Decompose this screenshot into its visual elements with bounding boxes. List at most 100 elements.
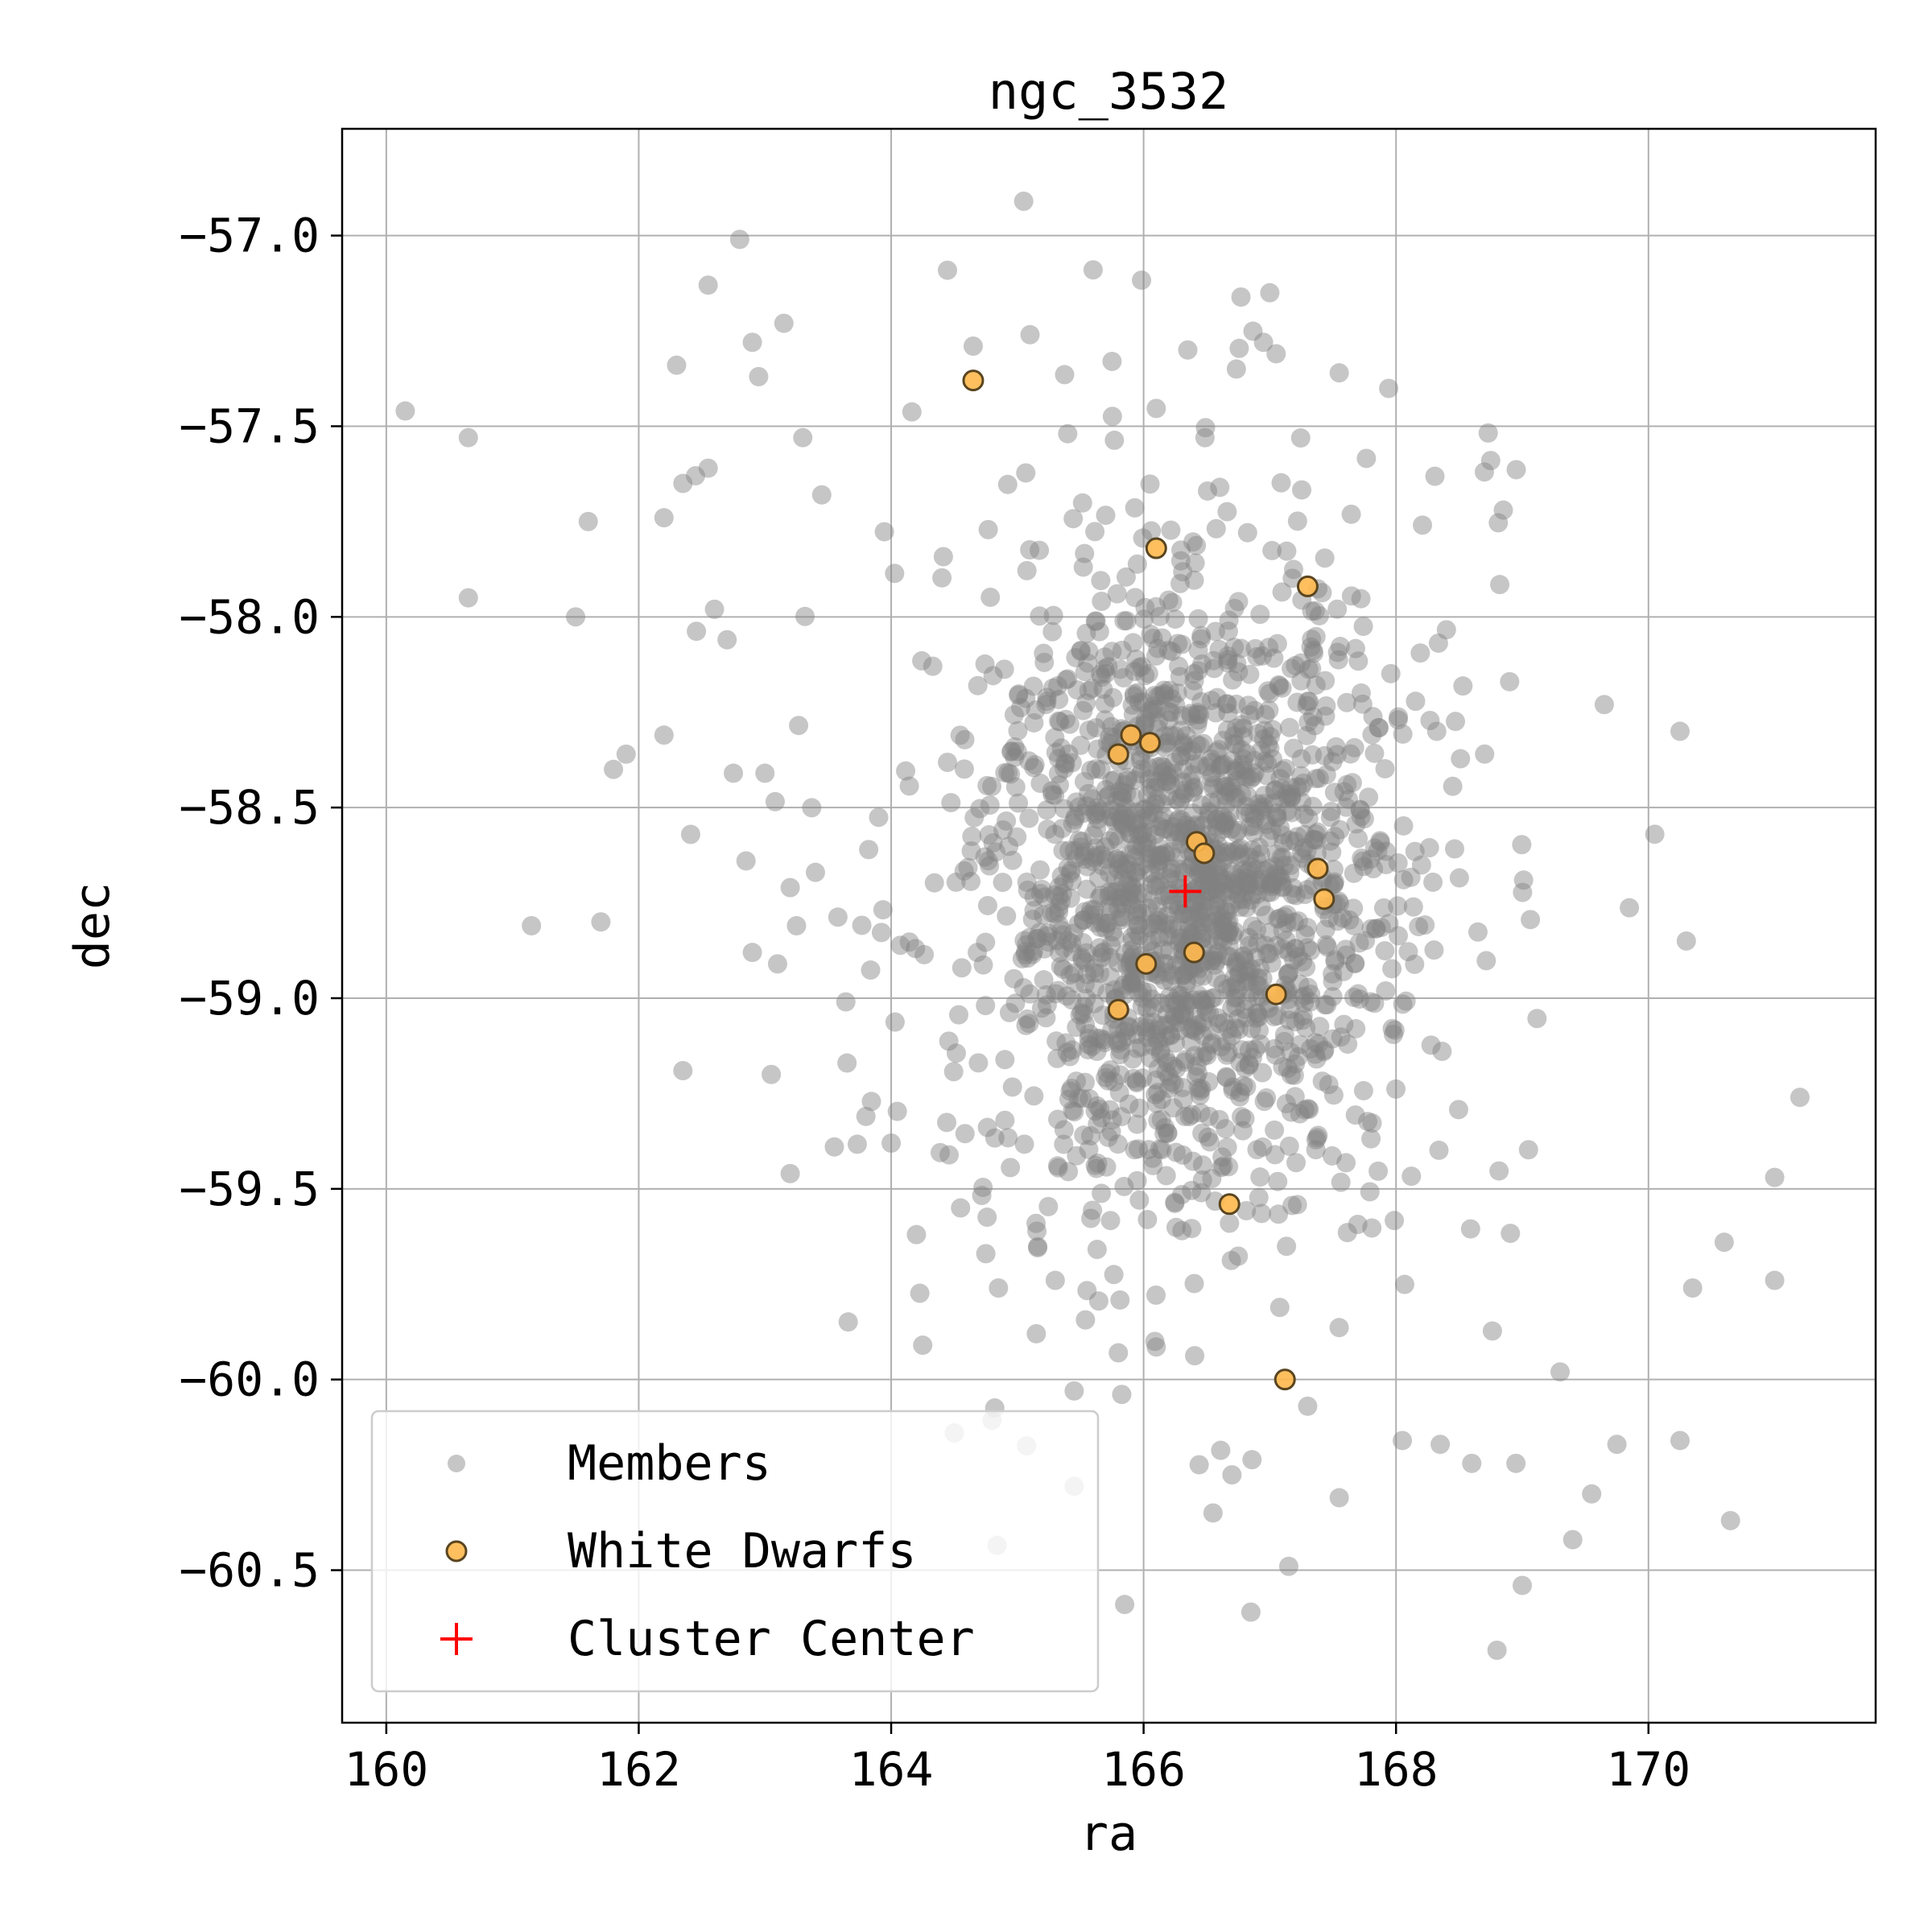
member-point [1118, 1016, 1138, 1036]
member-point [1231, 287, 1251, 307]
member-point [1087, 818, 1107, 838]
member-point [1062, 871, 1082, 891]
member-point [1084, 900, 1104, 920]
member-point [1036, 1008, 1056, 1028]
member-point [1278, 964, 1298, 985]
member-point [1101, 799, 1121, 819]
member-point [1421, 1035, 1441, 1055]
member-point [1105, 826, 1125, 846]
member-point [1251, 897, 1271, 917]
member-point [1373, 898, 1393, 918]
member-point [1211, 872, 1231, 892]
member-point [1113, 813, 1133, 833]
member-point [1120, 955, 1140, 975]
member-point [1389, 926, 1409, 946]
member-point [1075, 849, 1095, 869]
member-point [1260, 923, 1280, 943]
y-axis-label: dec [64, 882, 121, 969]
member-point [1077, 796, 1097, 816]
member-point [1073, 910, 1093, 931]
member-point [1241, 959, 1261, 979]
member-point [1287, 511, 1307, 531]
member-point [1205, 987, 1225, 1007]
member-point [1213, 730, 1233, 750]
member-point [1049, 914, 1069, 935]
member-point [1251, 741, 1271, 761]
member-point [1242, 1450, 1262, 1470]
member-point [1366, 919, 1386, 939]
member-point [1051, 738, 1071, 758]
member-point [1159, 881, 1179, 901]
member-point [896, 761, 916, 781]
member-point [1198, 481, 1218, 501]
member-point [1135, 714, 1155, 734]
member-point [1240, 664, 1260, 684]
member-point [1146, 1084, 1166, 1104]
member-point [1393, 1430, 1413, 1451]
member-point [1096, 1067, 1116, 1088]
member-point [1245, 808, 1265, 828]
member-point [1123, 878, 1143, 898]
member-point [1250, 1167, 1270, 1187]
member-point [1185, 1046, 1205, 1066]
member-point [1131, 764, 1151, 784]
member-point [1108, 953, 1129, 973]
member-point [1294, 993, 1315, 1013]
member-point [1239, 927, 1259, 947]
member-point [1095, 837, 1115, 857]
member-point [1320, 807, 1340, 828]
member-point [1158, 1123, 1178, 1143]
member-point [1201, 768, 1221, 788]
member-point [1045, 786, 1065, 806]
member-point [982, 776, 1002, 796]
member-point [1160, 890, 1180, 910]
member-point [1201, 749, 1221, 769]
member-point [1192, 864, 1212, 884]
member-point [1199, 804, 1220, 824]
member-point [1124, 813, 1144, 833]
member-point [1239, 1055, 1259, 1075]
member-point [1237, 767, 1257, 787]
member-point [1127, 1114, 1147, 1134]
member-point [1048, 749, 1068, 769]
member-point [1261, 953, 1282, 973]
member-point [1189, 959, 1209, 979]
member-point [1144, 1036, 1164, 1056]
member-point [1160, 940, 1180, 960]
member-point [1143, 1155, 1163, 1175]
member-point [1187, 1056, 1207, 1076]
member-point [1261, 820, 1282, 840]
member-point [1582, 1484, 1602, 1504]
member-point [1072, 950, 1092, 970]
member-point [1204, 955, 1224, 975]
member-point [1385, 1020, 1405, 1040]
y-tick-label: −60.0 [179, 1352, 320, 1407]
member-point [1143, 914, 1163, 934]
member-point [1315, 671, 1335, 691]
member-point [1487, 1641, 1507, 1660]
member-point [1222, 1026, 1242, 1046]
member-point [1098, 1071, 1118, 1091]
member-point [1198, 863, 1218, 883]
member-point [1114, 611, 1134, 631]
member-point [1146, 771, 1166, 791]
member-point [1051, 891, 1071, 911]
member-point [937, 260, 957, 280]
member-point [1331, 1027, 1351, 1047]
member-point [1150, 606, 1170, 626]
member-point [1257, 753, 1278, 774]
member-point [1066, 848, 1086, 869]
member-point [1190, 704, 1210, 724]
member-point [1136, 838, 1156, 858]
member-point [1224, 968, 1245, 988]
member-point [1060, 1081, 1080, 1101]
member-point [1241, 1018, 1261, 1038]
member-point [1216, 901, 1236, 921]
member-point [1376, 841, 1396, 861]
member-point [1475, 744, 1495, 764]
member-point [1125, 662, 1145, 682]
member-point [1068, 914, 1088, 934]
member-point [1285, 1087, 1305, 1107]
member-point [687, 621, 707, 642]
member-point [1765, 1167, 1785, 1187]
